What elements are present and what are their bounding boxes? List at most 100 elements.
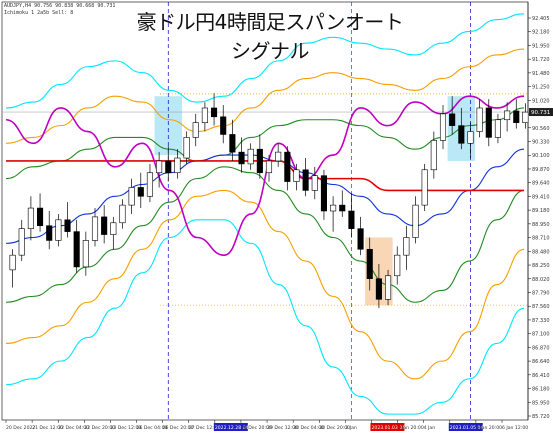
time-tick-label: 2023.01.03 04:00 — [371, 425, 412, 431]
candle-body — [284, 151, 291, 182]
candle-body — [73, 231, 80, 268]
candle-body — [348, 210, 355, 229]
indicator-line — [5, 219, 525, 415]
candle-body — [247, 148, 254, 165]
price-tick-label: 92.405 — [532, 16, 550, 22]
time-tick-label: 2023.01.05 04:00 — [450, 425, 491, 431]
candle-body — [421, 169, 428, 206]
price-tick-label: 91.720 — [532, 57, 550, 63]
candle-body — [82, 240, 89, 268]
indicator-line — [5, 148, 525, 244]
candle-body — [18, 228, 25, 256]
time-tick-label: 3 Jan 20:00 — [398, 425, 424, 431]
price-tick-label: 91.950 — [532, 43, 550, 49]
candle-body — [412, 204, 419, 238]
time-tick-label: 30 Dec 04:00 — [293, 425, 324, 431]
candle-body — [37, 207, 44, 227]
time-highlight — [370, 423, 405, 431]
indicator-line: Ichimoku 1 2a5b Sell: 8 — [4, 10, 74, 16]
candle-body — [430, 140, 437, 171]
candle-body — [119, 204, 126, 224]
candle-body — [211, 107, 218, 118]
candle-body — [55, 219, 62, 241]
candle-body — [201, 107, 208, 123]
candle-body — [265, 160, 273, 174]
price-tick-label: 88.020 — [532, 277, 550, 283]
price-tick-label: 86.410 — [532, 373, 550, 379]
price-tick-label: 90.330 — [532, 140, 550, 146]
price-tick-label: 87.100 — [532, 332, 550, 338]
candle-body — [504, 110, 511, 121]
price-tick-label: 92.180 — [532, 30, 550, 36]
time-tick-label: 21 Dec 12:00 — [32, 425, 63, 431]
time-tick-label: 2 Jan — [345, 425, 357, 431]
time-tick-label: 20 Dec 2022 — [6, 425, 35, 431]
candle-body — [311, 175, 318, 191]
time-tick-label: 22 Dec 04:00 — [58, 425, 89, 431]
candle-body — [320, 175, 327, 212]
time-tick-label: 4 Jan — [424, 425, 436, 431]
price-tick-label: 87.790 — [532, 290, 550, 296]
candle-body — [485, 107, 492, 138]
candle-body — [467, 131, 474, 144]
indicator-line — [6, 160, 524, 192]
time-tick-label: 6 Jan 12:00 — [502, 425, 528, 431]
candle-body — [110, 222, 117, 235]
candle-body — [385, 275, 392, 300]
price-tick-label: 90.100 — [532, 153, 550, 159]
candle-body — [27, 207, 34, 229]
candle-body — [357, 228, 364, 250]
candle-body — [403, 237, 410, 256]
price-tick-label: 86.180 — [532, 387, 550, 393]
price-tick-label: 90.560 — [532, 126, 550, 132]
price-tick-label: 89.870 — [532, 167, 550, 173]
price-tick-label: 88.480 — [532, 249, 550, 255]
indicator-line — [5, 95, 525, 256]
current-price-box — [529, 108, 553, 117]
candle-body — [513, 110, 520, 123]
candle-body — [91, 216, 99, 241]
price-tick-label: 91.020 — [532, 98, 550, 104]
chart-title: 豪ドル円4時間足スパンオートシグナル — [136, 10, 404, 63]
symbol-line: AUDJPY,H4 90.756 90.838 90.668 90.731 — [4, 3, 116, 9]
candle-body — [366, 248, 373, 280]
price-tick-label: 89.640 — [532, 181, 550, 187]
price-tick-label: 89.410 — [532, 194, 550, 200]
time-tick-label: 30 Dec 20:00 — [319, 425, 350, 431]
price-tick-label: 85.950 — [532, 400, 550, 406]
candle-body — [293, 169, 300, 182]
candle-body — [165, 160, 172, 174]
current-price-label: 90.731 — [531, 110, 550, 116]
price-tick-label: 89.180 — [532, 208, 550, 214]
candle-body — [476, 107, 483, 132]
candle-body — [64, 219, 71, 232]
candle-body — [183, 137, 190, 159]
indicator-line — [5, 107, 525, 180]
candle-body — [101, 216, 108, 235]
indicator-line — [5, 48, 525, 144]
price-tick-label: 91.480 — [532, 71, 550, 77]
indicator-line — [5, 13, 525, 109]
price-tick-label: 86.870 — [532, 345, 550, 351]
time-tick-label: 5 Jan 20:00 — [476, 425, 502, 431]
time-tick-label: 23 Dec 12:00 — [110, 425, 141, 431]
time-tick-label: 26 Dec 20:00 — [163, 425, 194, 431]
candle-body — [146, 172, 153, 197]
price-tick-label: 88.950 — [532, 222, 550, 228]
price-tick-label: 87.330 — [532, 318, 550, 324]
candle-body — [229, 134, 236, 153]
candle-body — [220, 116, 227, 135]
candle-body — [458, 125, 465, 144]
candle-body — [394, 254, 401, 277]
candle-body — [339, 204, 346, 212]
candle-body — [375, 278, 382, 300]
candle-body — [256, 148, 263, 174]
time-tick-label: 26 Dec 04:00 — [137, 425, 168, 431]
time-tick-label: 22 Dec 20:00 — [84, 425, 115, 431]
candle-body — [137, 187, 144, 197]
time-tick-label: 2022.12.28 04:00 — [215, 425, 256, 431]
price-tick-label: 86.640 — [532, 359, 550, 365]
indicator-line — [5, 166, 525, 303]
